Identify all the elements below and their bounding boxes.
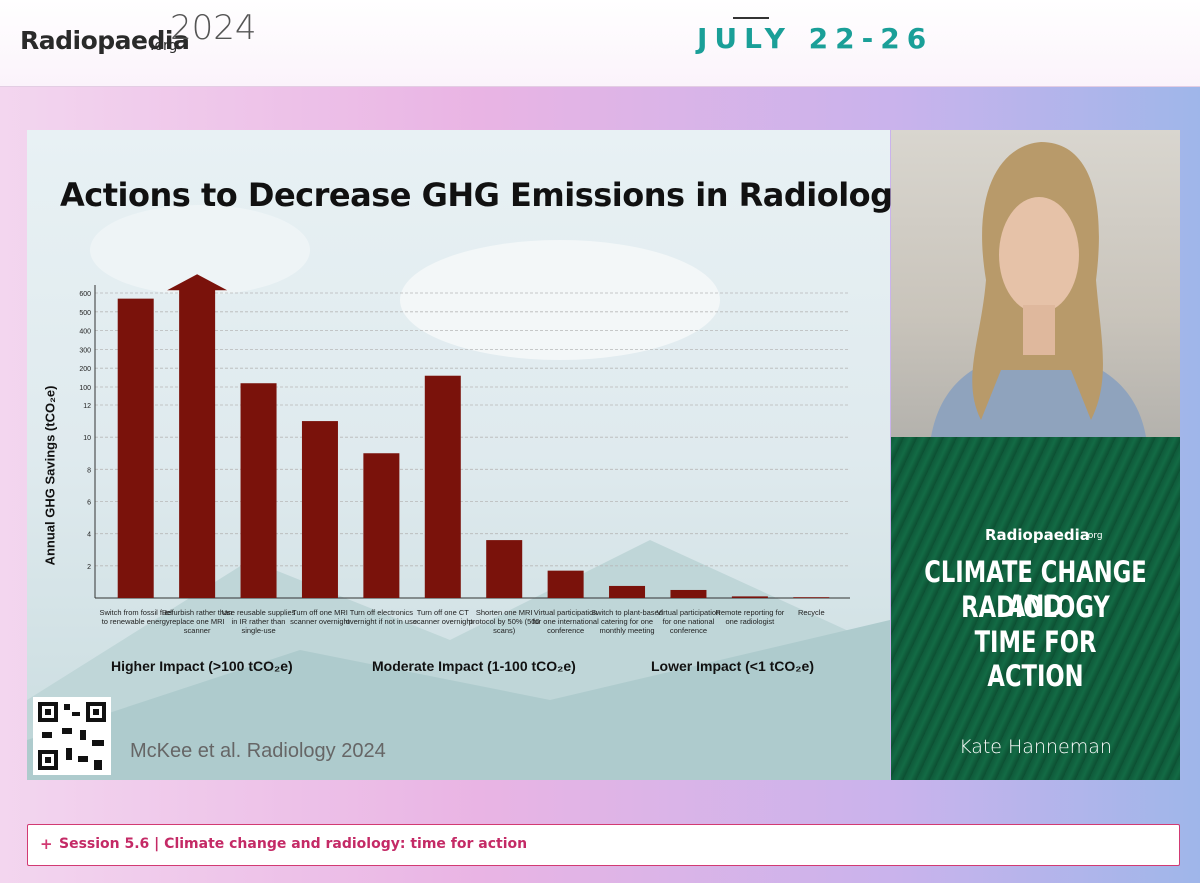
chart: 2 4 6 8 10 12 100 200 300 400 500 600 bbox=[27, 205, 890, 780]
x-tick-label: Shorten one MRI protocol by 50% (500 sca… bbox=[468, 608, 540, 635]
x-tick-label: Switch to plant-based catering for one m… bbox=[591, 608, 663, 635]
talk-title-line: RADIOLOGY bbox=[961, 590, 1110, 624]
y-tick-label: 500 bbox=[79, 310, 91, 317]
dates: JULY 22-26 bbox=[697, 22, 934, 55]
brand-suffix: .org bbox=[150, 38, 178, 54]
bar bbox=[424, 375, 461, 598]
cloud bbox=[90, 205, 310, 295]
card-brand-suffix: .org bbox=[1085, 531, 1103, 541]
bar bbox=[609, 585, 646, 598]
year: 2024 bbox=[170, 8, 257, 48]
talk-title-line: TIME FOR ACTION bbox=[974, 625, 1097, 693]
y-tick-label: 6 bbox=[87, 500, 91, 507]
y-tick-label: 10 bbox=[83, 435, 91, 442]
bar bbox=[731, 596, 768, 598]
cloud bbox=[400, 240, 720, 360]
brand[interactable]: Radiopaedia bbox=[20, 26, 190, 55]
y-tick-label: 2 bbox=[87, 564, 91, 571]
speaker-figure bbox=[931, 142, 1146, 437]
x-tick-label: Remote reporting for one radiologist bbox=[715, 608, 785, 626]
group-label: Lower Impact (<1 tCO₂e) bbox=[651, 658, 814, 674]
x-tick-label: Switch from fossil fuel to renewable ene… bbox=[99, 608, 172, 626]
expand-icon[interactable]: + bbox=[40, 835, 53, 853]
bar bbox=[301, 421, 338, 598]
session-title[interactable]: Session 5.6 | Climate change and radiolo… bbox=[59, 836, 528, 852]
y-tick-label: 4 bbox=[87, 532, 91, 539]
bar bbox=[670, 589, 707, 598]
talk-card bbox=[891, 437, 1180, 780]
slide-title: Actions to Decrease GHG Emissions in Rad… bbox=[60, 176, 913, 214]
bar bbox=[547, 570, 584, 598]
talk-title-line: CLIMATE CHANGE AND bbox=[924, 555, 1147, 623]
mountains bbox=[27, 620, 890, 780]
x-tick-label: Turn off one CT scanner overnight bbox=[412, 608, 473, 626]
header bbox=[0, 0, 1200, 87]
y-tick-label: 300 bbox=[79, 347, 91, 354]
bar bbox=[240, 383, 277, 598]
citation: McKee et al. Radiology 2024 bbox=[130, 740, 386, 762]
dates-accent bbox=[733, 17, 769, 19]
x-tick-label: Refurbish rather than replace one MRI sc… bbox=[161, 608, 233, 635]
x-tick-label: Recycle bbox=[797, 608, 825, 617]
x-tick-label: Turn off one MRI scanner overnight bbox=[290, 608, 350, 626]
bar bbox=[117, 298, 154, 598]
y-tick-label: 600 bbox=[79, 291, 91, 298]
bar bbox=[486, 540, 523, 598]
bar bbox=[167, 274, 228, 598]
bar bbox=[363, 453, 400, 598]
group-label: Moderate Impact (1-100 tCO₂e) bbox=[372, 658, 576, 674]
y-tick-label: 8 bbox=[87, 467, 91, 474]
x-tick-label: Virtual participation for one internatio… bbox=[532, 608, 599, 635]
y-tick-label: 12 bbox=[83, 403, 91, 410]
bar bbox=[793, 597, 830, 598]
y-tick-label: 200 bbox=[79, 366, 91, 373]
speaker-video bbox=[891, 130, 1180, 437]
qr-code bbox=[33, 697, 111, 775]
x-tick-label: Virtual participation for one national c… bbox=[656, 608, 721, 635]
speaker-name: Kate Hanneman bbox=[959, 736, 1112, 758]
x-tick-label: Turn off electronics overnight if not in… bbox=[345, 608, 418, 626]
y-tick-label: 100 bbox=[79, 385, 91, 392]
x-tick-label: Use reusable supplies in IR rather than … bbox=[221, 608, 296, 635]
y-axis-label: Annual GHG Savings (tCO₂e) bbox=[42, 385, 58, 566]
group-label: Higher Impact (>100 tCO₂e) bbox=[111, 658, 293, 674]
y-tick-label: 400 bbox=[79, 329, 91, 336]
session-bar[interactable] bbox=[27, 824, 1180, 866]
card-brand: Radiopaedia bbox=[985, 526, 1090, 544]
